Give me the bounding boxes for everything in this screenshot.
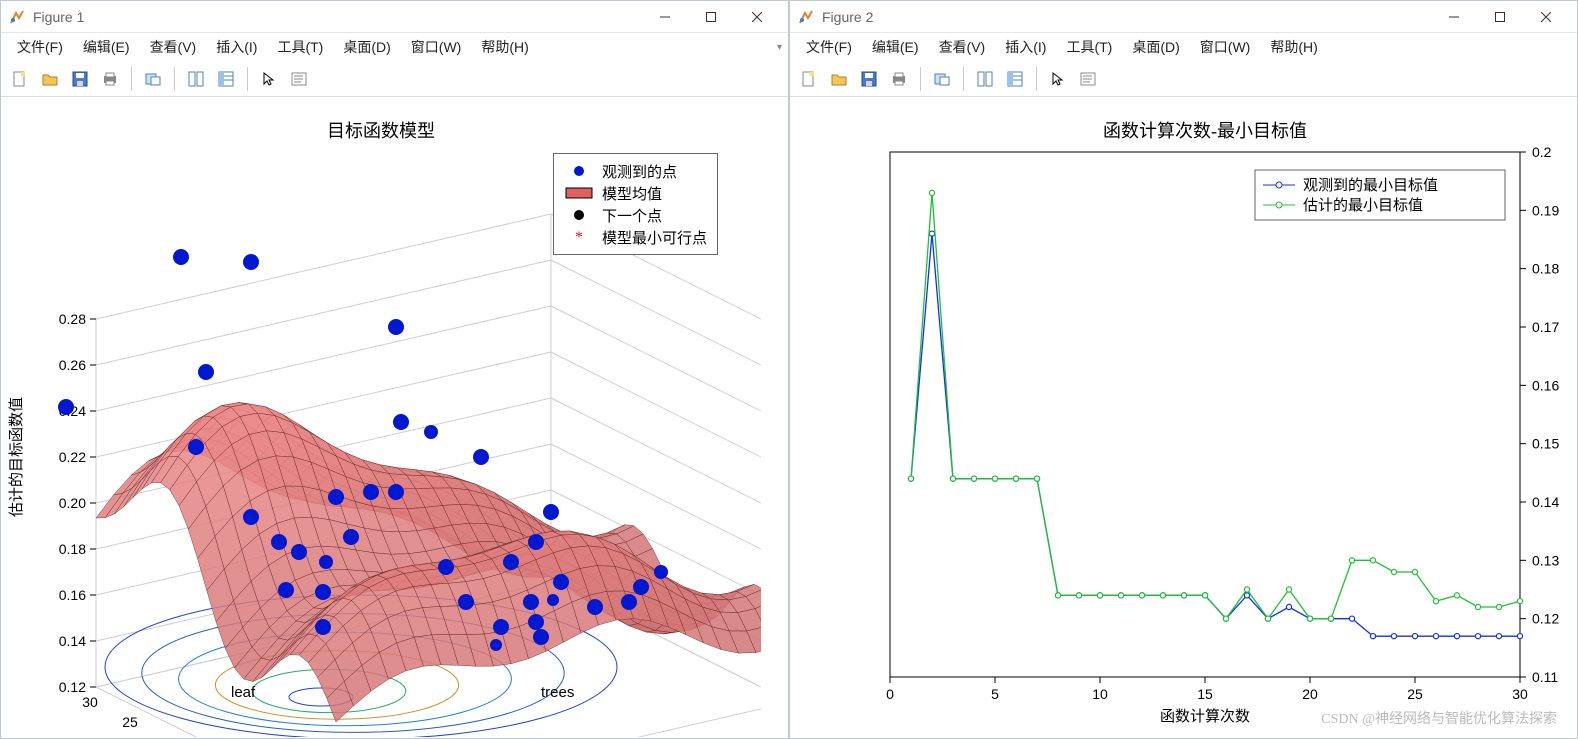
menubar-overflow-icon[interactable]: ▾ <box>777 42 782 53</box>
svg-text:0.14: 0.14 <box>59 633 86 649</box>
menu-edit[interactable]: 编辑(E) <box>73 34 140 60</box>
view-a-button[interactable] <box>182 65 210 93</box>
svg-text:25: 25 <box>122 714 138 730</box>
svg-text:10: 10 <box>1092 686 1108 702</box>
svg-text:0.16: 0.16 <box>1532 377 1559 393</box>
print-button[interactable] <box>885 65 913 93</box>
menu-help[interactable]: 帮助(H) <box>1260 34 1327 60</box>
svg-text:5: 5 <box>991 686 999 702</box>
figure-1-window: Figure 1 文件(F) 编辑(E) 查看(V) 插入(I) 工具(T) 桌… <box>0 0 789 739</box>
svg-text:0.19: 0.19 <box>1532 202 1559 218</box>
legend-2[interactable]: 观测到的最小目标值估计的最小目标值 <box>1255 170 1505 220</box>
svg-text:0: 0 <box>886 686 894 702</box>
svg-text:*: * <box>575 230 583 244</box>
maximize-button[interactable] <box>1477 1 1523 32</box>
menu-desktop[interactable]: 桌面(D) <box>333 34 400 60</box>
close-button[interactable] <box>1523 1 1569 32</box>
menu-help[interactable]: 帮助(H) <box>471 34 538 60</box>
legend-item: 观测到的点 <box>564 160 707 182</box>
svg-text:0.26: 0.26 <box>59 357 86 373</box>
svg-text:30: 30 <box>1512 686 1528 702</box>
menu-edit[interactable]: 编辑(E) <box>862 34 929 60</box>
svg-text:0.16: 0.16 <box>59 587 86 603</box>
svg-text:目标函数模型: 目标函数模型 <box>327 121 435 141</box>
svg-text:trees: trees <box>541 684 574 701</box>
svg-text:0.22: 0.22 <box>59 449 86 465</box>
svg-text:0.20: 0.20 <box>59 495 86 511</box>
menu-window[interactable]: 窗口(W) <box>1190 34 1261 60</box>
legend-item: 模型均值 <box>564 182 707 204</box>
maximize-button[interactable] <box>688 1 734 32</box>
menu-tools[interactable]: 工具(T) <box>267 34 333 60</box>
view-a-button[interactable] <box>971 65 999 93</box>
svg-text:20: 20 <box>1302 686 1318 702</box>
plot-area-1: 目标函数模型估计的目标函数值 0.12 0.14 0.16 0.18 0.20 0.22 0.… <box>1 97 788 738</box>
menu-file[interactable]: 文件(F) <box>796 34 862 60</box>
legend-item: 下一个点 <box>564 204 707 226</box>
svg-text:0.12: 0.12 <box>1532 611 1559 627</box>
menu-insert[interactable]: 插入(I) <box>206 34 267 60</box>
svg-text:0.13: 0.13 <box>1532 552 1559 568</box>
menu-file[interactable]: 文件(F) <box>7 34 73 60</box>
print-button[interactable] <box>96 65 124 93</box>
minimize-button[interactable] <box>1431 1 1477 32</box>
minimize-button[interactable] <box>642 1 688 32</box>
line-chart: 函数计算次数-最小目标值 0 5 10 15 20 25 30 函数计算次数 0.11 0.12 0.… <box>790 97 1577 737</box>
plot-area-2: 函数计算次数-最小目标值 0 5 10 15 20 25 30 函数计算次数 0.11 0.12 0.… <box>790 97 1577 738</box>
svg-text:0.15: 0.15 <box>1532 436 1559 452</box>
svg-text:观测到的最小目标值: 观测到的最小目标值 <box>1303 177 1438 194</box>
pointer-button[interactable] <box>1044 65 1072 93</box>
svg-text:0.17: 0.17 <box>1532 319 1559 335</box>
window-title-1: Figure 1 <box>33 9 642 25</box>
save-button[interactable] <box>66 65 94 93</box>
view-b-button[interactable] <box>1001 65 1029 93</box>
toolbar-1 <box>1 61 788 97</box>
titlebar-1: Figure 1 <box>1 1 788 33</box>
svg-text:30: 30 <box>82 694 98 710</box>
menu-view[interactable]: 查看(V) <box>929 34 996 60</box>
screenshot-button[interactable] <box>139 65 167 93</box>
svg-text:估计的最小目标值: 估计的最小目标值 <box>1303 197 1423 214</box>
svg-text:0.18: 0.18 <box>1532 261 1559 277</box>
svg-text:0.14: 0.14 <box>1532 494 1559 510</box>
matlab-figure-icon <box>798 9 814 25</box>
svg-text:函数计算次数: 函数计算次数 <box>1160 707 1250 725</box>
svg-text:0.12: 0.12 <box>59 679 86 695</box>
save-button[interactable] <box>855 65 883 93</box>
legend-1[interactable]: 观测到的点模型均值下一个点*模型最小可行点 <box>553 153 718 255</box>
pointer-button[interactable] <box>255 65 283 93</box>
view-b-button[interactable] <box>212 65 240 93</box>
figure-2-window: Figure 2 文件(F) 编辑(E) 查看(V) 插入(I) 工具(T) 桌… <box>789 0 1578 739</box>
svg-text:0.11: 0.11 <box>1532 669 1558 685</box>
screenshot-button[interactable] <box>928 65 956 93</box>
svg-text:函数计算次数-最小目标值: 函数计算次数-最小目标值 <box>1103 121 1307 141</box>
svg-text:25: 25 <box>1407 686 1423 702</box>
close-button[interactable] <box>734 1 780 32</box>
menu-desktop[interactable]: 桌面(D) <box>1122 34 1189 60</box>
svg-text:估计的目标函数值: 估计的目标函数值 <box>8 397 25 517</box>
svg-text:0.28: 0.28 <box>59 311 86 327</box>
matlab-figure-icon <box>9 9 25 25</box>
menu-insert[interactable]: 插入(I) <box>995 34 1056 60</box>
svg-text:15: 15 <box>1197 686 1213 702</box>
datatips-button[interactable] <box>285 65 313 93</box>
menu-window[interactable]: 窗口(W) <box>401 34 472 60</box>
titlebar-2: Figure 2 <box>790 1 1577 33</box>
menu-tools[interactable]: 工具(T) <box>1056 34 1122 60</box>
svg-text:20: 20 <box>162 734 178 737</box>
menubar-1: 文件(F) 编辑(E) 查看(V) 插入(I) 工具(T) 桌面(D) 窗口(W… <box>1 33 788 61</box>
window-title-2: Figure 2 <box>822 9 1431 25</box>
toolbar-2 <box>790 61 1577 97</box>
open-button[interactable] <box>36 65 64 93</box>
open-button[interactable] <box>825 65 853 93</box>
datatips-button[interactable] <box>1074 65 1102 93</box>
svg-text:0.18: 0.18 <box>59 541 86 557</box>
new-button[interactable] <box>795 65 823 93</box>
menubar-2: 文件(F) 编辑(E) 查看(V) 插入(I) 工具(T) 桌面(D) 窗口(W… <box>790 33 1577 61</box>
svg-text:0.2: 0.2 <box>1532 144 1552 160</box>
legend-item: *模型最小可行点 <box>564 226 707 248</box>
svg-text:leaf: leaf <box>231 684 256 701</box>
new-button[interactable] <box>6 65 34 93</box>
menu-view[interactable]: 查看(V) <box>140 34 207 60</box>
